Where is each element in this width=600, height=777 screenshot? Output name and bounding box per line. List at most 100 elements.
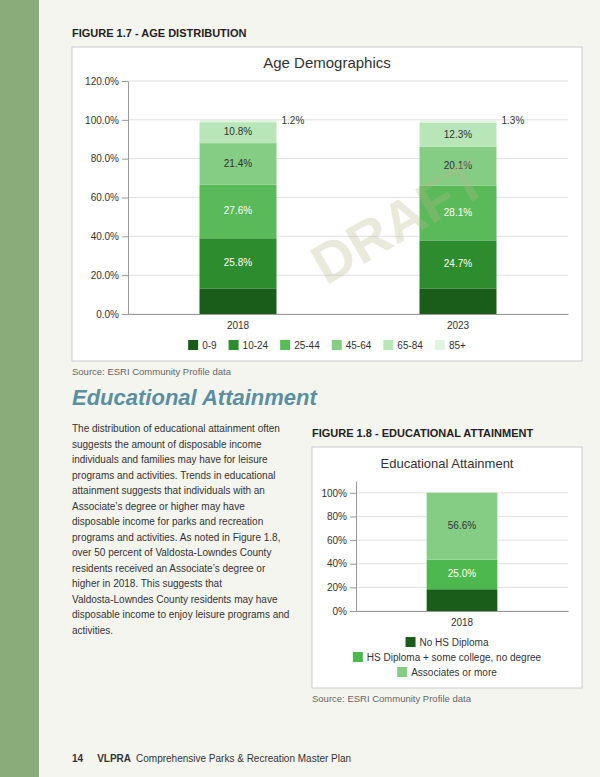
y-tick-mark [122,120,128,121]
y-tick: 60.0% [91,192,128,203]
bar [200,120,277,122]
y-tick-label: 20.0% [91,270,119,281]
source-note: Source: ESRI Community Profile data [72,366,232,377]
chart-title: Educational Attainment [381,456,514,471]
legend: No HS DiplomaHS Diploma + some college, … [353,637,542,678]
legend-swatch [332,340,342,350]
chart-frame [72,47,582,361]
bars [427,493,498,611]
y-tick-mark [122,198,128,199]
bar [200,143,277,185]
paragraph-line: activities. [72,625,113,636]
paragraph-line: programs and activities. As noted in Fig… [72,532,280,543]
legend-swatch [406,637,416,647]
paragraph: The distribution of educational attainme… [72,423,289,636]
figure-label: FIGURE 1.7 - AGE DISTRIBUTION [72,27,246,39]
x-axis: 2018 [357,612,569,629]
page-canvas: FIGURE 1.7 - AGE DISTRIBUTIONAge Demogra… [0,0,600,777]
y-tick-label: 0.0% [96,309,119,320]
legend-item: 85+ [435,340,466,351]
y-tick-label: 100.0% [85,115,119,126]
legend-item: 65-84 [383,340,423,351]
legend-label: 0-9 [202,340,217,351]
y-tick-label: 40% [327,558,347,569]
y-axis-line [356,482,357,612]
y-tick-label: 0% [333,606,348,617]
bars [200,120,497,314]
bar [420,288,497,314]
bar [420,186,497,241]
y-tick: 60% [327,535,356,546]
data-label: 20.1% [444,160,472,171]
bar [420,147,497,186]
y-tick-label: 40.0% [91,231,119,242]
data-labels: 25.0%56.6% [448,520,476,579]
y-tick: 80.0% [91,153,128,164]
grid [356,493,568,611]
grid-line [128,81,568,82]
y-tick-mark [350,493,356,494]
paragraph-line: Valdosta-Lowndes County residents may ha… [72,594,278,605]
y-tick-mark [122,236,128,237]
x-axis-line [357,611,569,612]
bar [427,493,498,560]
legend-swatch [280,340,290,350]
grid [128,81,568,314]
y-tick-mark [350,540,356,541]
section-heading: Educational Attainment [72,385,319,410]
y-tick-label: 100% [321,488,347,499]
bar [420,123,497,147]
paragraph-line: disposable income to enjoy leisure progr… [72,609,289,620]
legend-label: 85+ [449,340,466,351]
footer-part: Comprehensive Parks & Recreation Master … [136,753,351,764]
y-tick: 0.0% [96,309,128,320]
y-tick: 40% [327,558,356,569]
chart-frame [312,447,582,688]
paragraph-line: individuals and families may have for le… [72,454,268,465]
legend-item: 0-9 [188,340,217,351]
y-axis: 0%20%40%60%80%100% [321,482,356,617]
y-tick-mark [350,516,356,517]
data-label: 1.2% [282,115,305,126]
x-axis-line [129,314,569,315]
data-label: 28.1% [444,207,472,218]
watermark: DRAFT [301,147,497,296]
data-label: 21.4% [224,158,252,169]
grid-line [128,275,568,276]
footer: 14 VLPRA Comprehensive Parks & Recreation … [72,753,351,764]
x-tick: 2018 [227,320,250,331]
data-label: 27.6% [224,205,252,216]
footer-part: VLPRA [97,753,131,764]
y-tick: 120.0% [85,76,128,87]
legend-label: 25-44 [294,340,320,351]
bar [420,120,497,123]
y-tick-mark [122,275,128,276]
page: FIGURE 1.7 - AGE DISTRIBUTIONAge Demogra… [0,0,600,777]
paragraph-line: programs and activities. Trends in educa… [72,470,275,481]
grid-line [128,158,568,159]
footer-part: 14 [72,753,84,764]
legend-label: Associates or more [411,667,497,678]
y-tick: 20.0% [91,270,128,281]
y-tick-mark [122,81,128,82]
data-label: 1.3% [502,115,525,126]
bar [427,560,498,590]
sidebar [0,0,39,777]
paragraph-line: residents received an Associate’s degree… [72,563,266,574]
legend-label: 10-24 [243,340,269,351]
paragraph-line: over 50 percent of Valdosta-Lowndes Coun… [72,547,271,558]
paragraph-line: The distribution of educational attainme… [72,423,280,434]
data-label: 24.7% [444,258,472,269]
grid-line [128,314,568,315]
x-tick-label: 2018 [451,617,474,628]
data-label: 56.6% [448,520,476,531]
legend-item: 45-64 [332,340,372,351]
paragraph-line: disposable income for parks and recreati… [72,516,263,527]
x-tick: 2023 [447,320,470,331]
legend-swatch [435,340,445,350]
page-background [0,0,600,777]
legend-swatch [229,340,239,350]
data-labels: 25.8%24.7%27.6%28.1%21.4%20.1%10.8%12.3%… [224,115,525,269]
paragraph-line: attainment suggests that individuals wit… [72,485,265,496]
grid-line [128,197,568,198]
